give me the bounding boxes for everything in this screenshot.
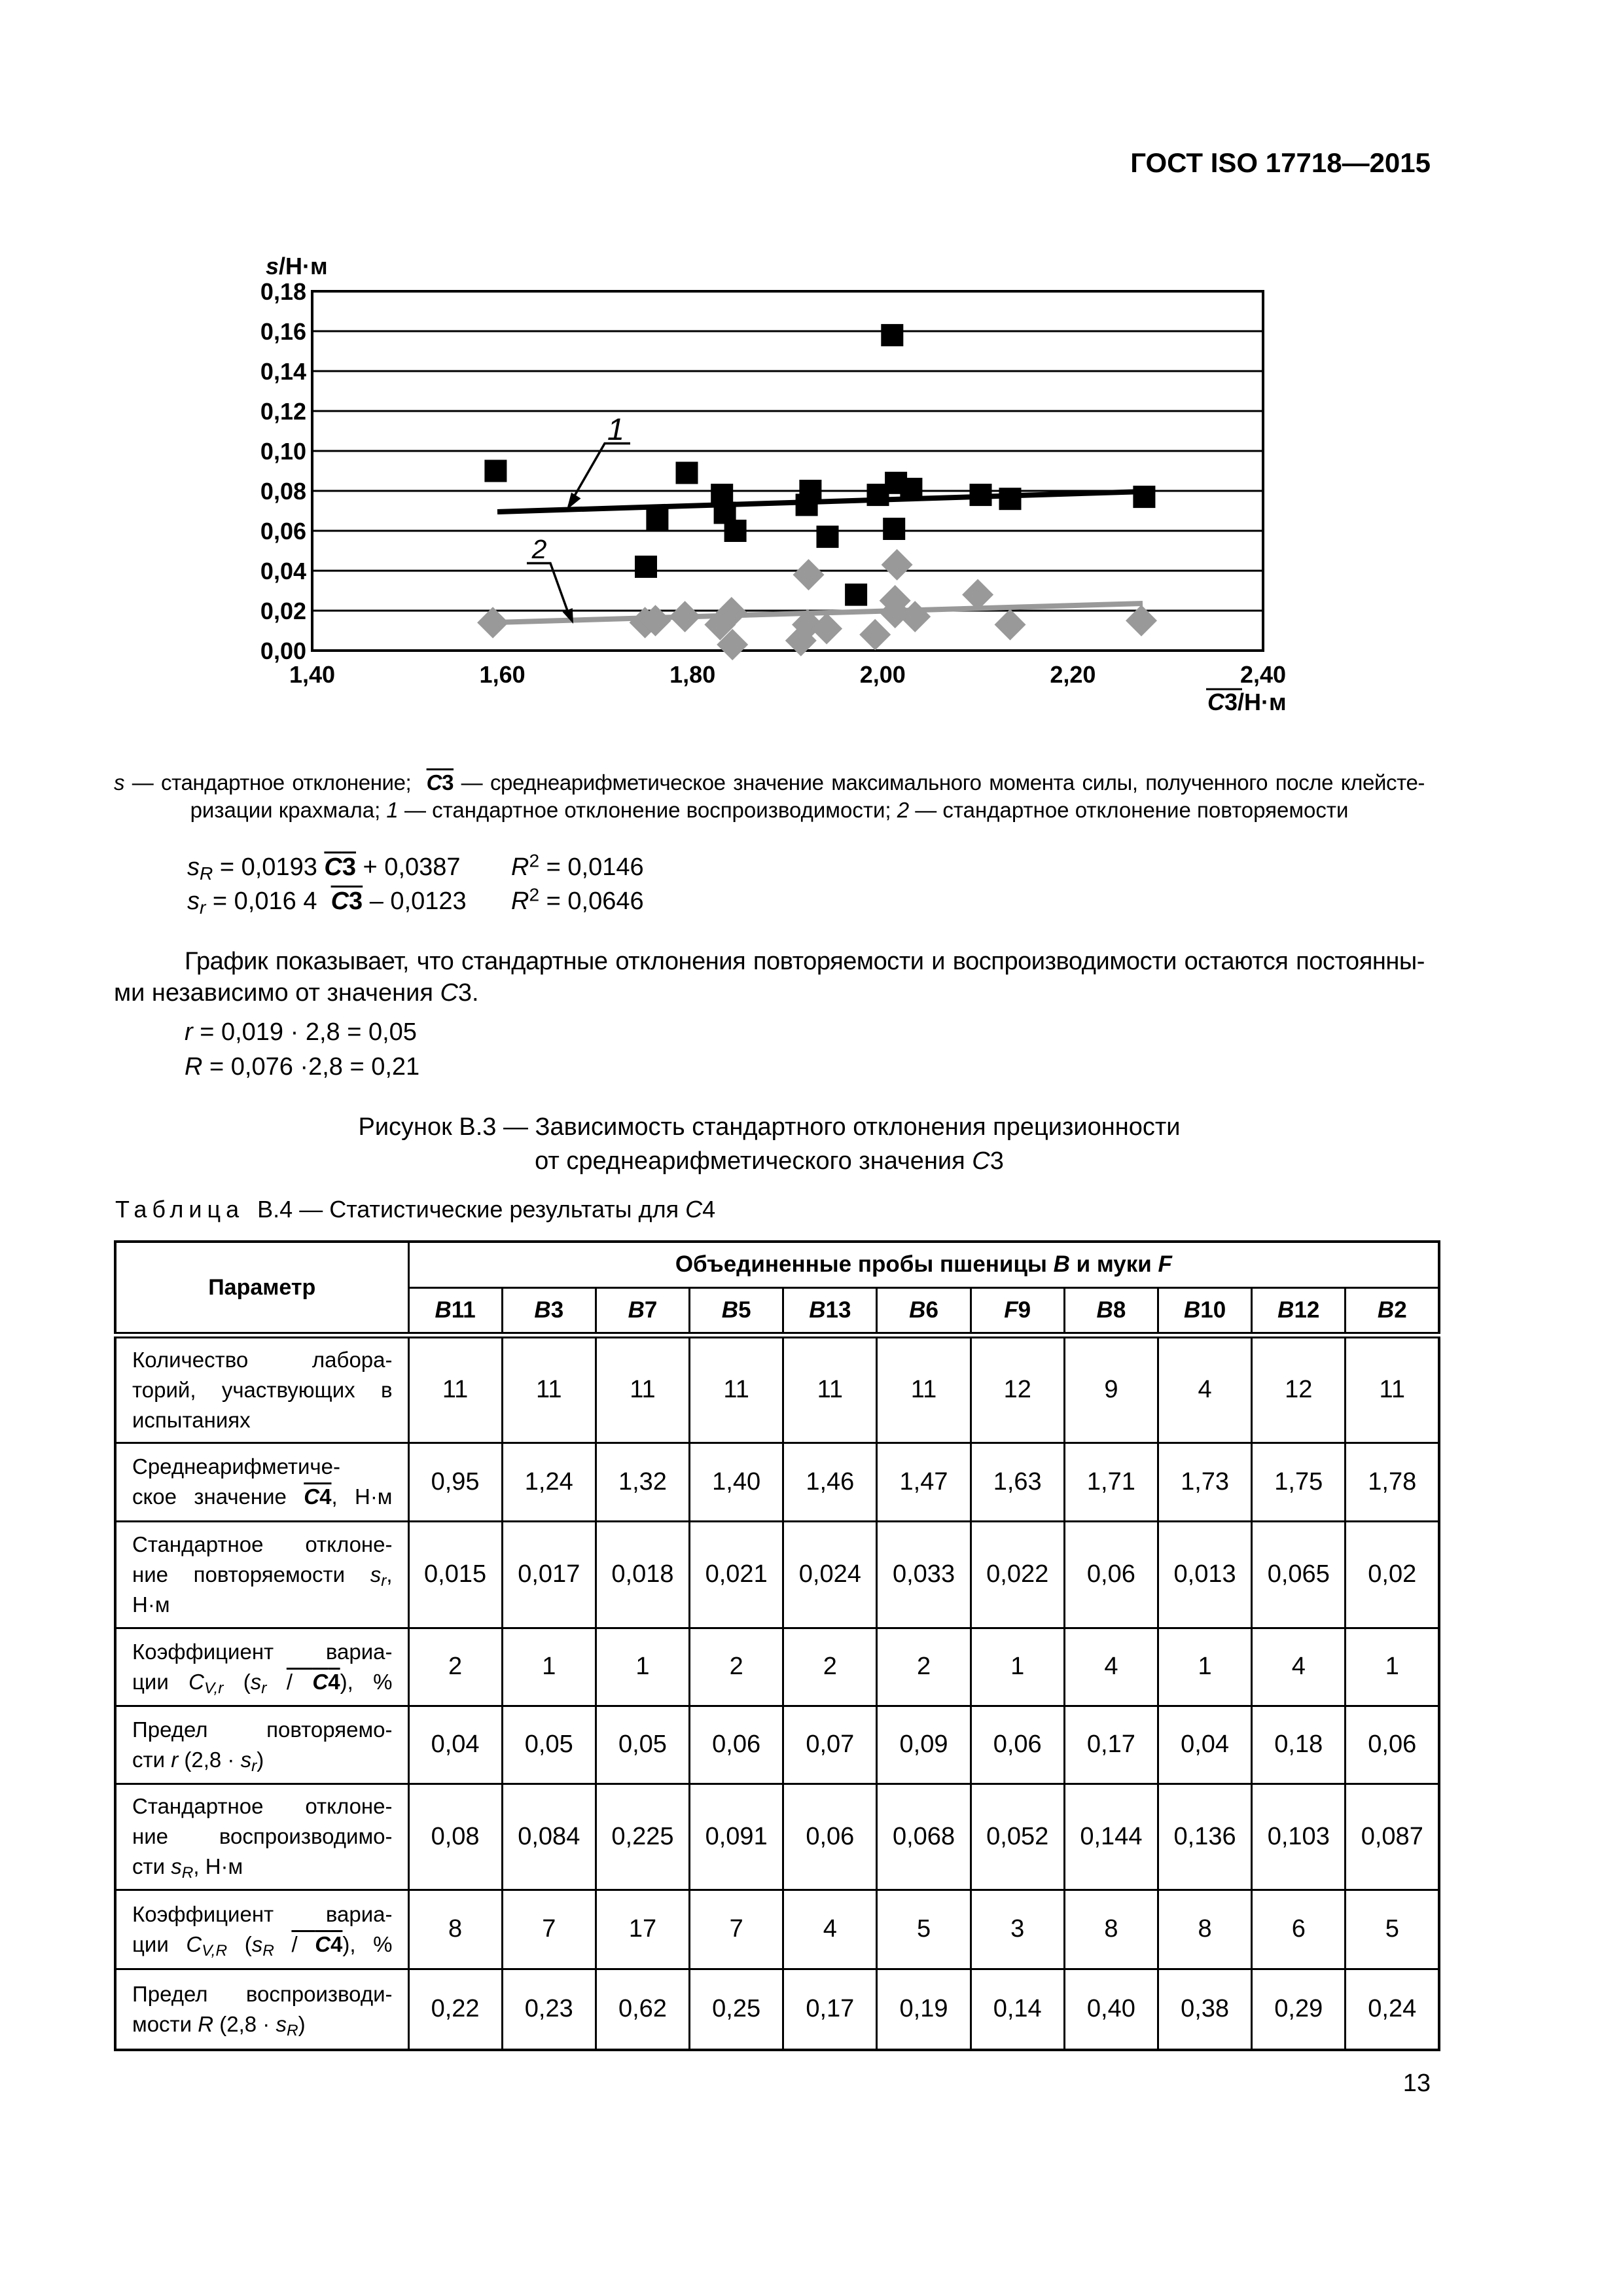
svg-text:s/Н·м: s/Н·м (266, 253, 328, 279)
svg-text:0,00: 0,00 (260, 637, 306, 664)
svg-text:0,02: 0,02 (260, 598, 306, 624)
svg-text:0,06: 0,06 (260, 518, 306, 545)
svg-text:0,12: 0,12 (260, 398, 306, 425)
svg-text:0,18: 0,18 (260, 278, 306, 305)
svg-text:0,08: 0,08 (260, 478, 306, 505)
svg-text:0,14: 0,14 (260, 358, 306, 385)
svg-text:1: 1 (607, 412, 624, 446)
svg-text:1,80: 1,80 (669, 661, 715, 688)
svg-text:1,40: 1,40 (289, 661, 335, 688)
svg-text:2,00: 2,00 (860, 661, 906, 688)
svg-text:2,40: 2,40 (1240, 661, 1286, 688)
svg-text:2: 2 (531, 534, 547, 564)
svg-text:С3/Н·м: С3/Н·м (1207, 689, 1287, 715)
svg-text:0,04: 0,04 (260, 558, 306, 584)
svg-text:0,16: 0,16 (260, 318, 306, 345)
svg-text:2,20: 2,20 (1050, 661, 1096, 688)
svg-text:0,10: 0,10 (260, 438, 306, 465)
svg-text:1,60: 1,60 (480, 661, 526, 688)
